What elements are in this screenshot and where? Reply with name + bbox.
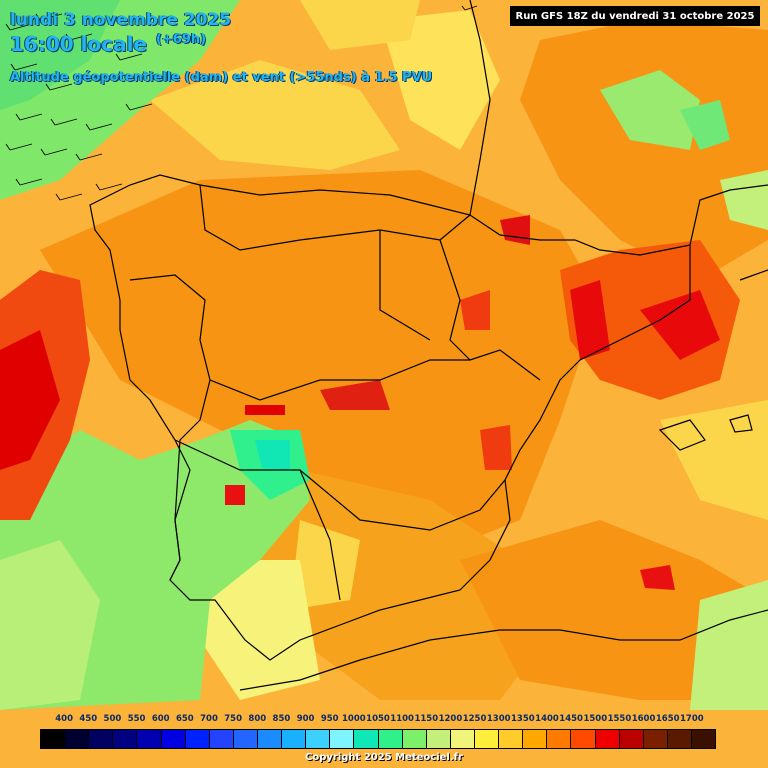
- legend-swatch: [282, 730, 307, 748]
- legend-label: 1350: [511, 714, 535, 724]
- legend-swatch: [643, 730, 668, 748]
- legend-swatch: [89, 730, 114, 748]
- legend-label: 1550: [607, 714, 632, 724]
- legend-swatch: [474, 730, 500, 748]
- copyright: Copyright 2025 Meteociel.fr: [305, 752, 463, 763]
- legend-swatch: [426, 730, 451, 748]
- forecast-time: 16:00 locale (+69h): [10, 32, 206, 56]
- legend-swatch: [113, 730, 138, 748]
- legend-label: 700: [200, 714, 218, 724]
- legend-swatch: [41, 730, 66, 748]
- parameter-title: Altitude géopotentielle (dam) et vent (>…: [10, 70, 433, 85]
- legend-swatch: [523, 730, 548, 748]
- legend-label: 1600: [631, 714, 656, 724]
- legend-swatch: [161, 730, 186, 748]
- legend-label: 1000: [342, 714, 366, 724]
- legend-swatch: [233, 730, 258, 748]
- legend-swatch: [185, 730, 210, 748]
- legend-label: 750: [224, 714, 243, 724]
- legend-swatch: [402, 730, 427, 748]
- legend-swatch: [595, 730, 620, 748]
- legend-swatch: [209, 730, 234, 748]
- legend-label: 1250: [462, 714, 487, 724]
- legend-swatch: [691, 730, 716, 748]
- legend-swatch: [547, 730, 572, 748]
- forecast-date: lundi 3 novembre 2025: [10, 10, 232, 30]
- legend-label: 900: [296, 714, 315, 724]
- legend-label: 1150: [414, 714, 439, 724]
- legend-swatch: [65, 730, 90, 748]
- legend-label: 1500: [583, 714, 608, 724]
- legend-swatch: [330, 730, 355, 748]
- legend-swatch: [137, 730, 162, 748]
- legend-swatch: [499, 730, 524, 748]
- legend-labels: 400 450 500 550 600 650 700 750 800 850 900 950 1000…: [40, 714, 716, 726]
- legend-label: 400: [55, 714, 74, 724]
- legend-swatch: [354, 730, 379, 748]
- legend-swatch: [450, 730, 475, 748]
- legend-label: 500: [103, 714, 122, 724]
- legend-swatch: [619, 730, 644, 748]
- legend-label: 1400: [535, 714, 559, 724]
- forecast-time-label: 16:00 locale: [10, 32, 147, 56]
- legend-label: 1650: [655, 714, 680, 724]
- legend-swatch: [667, 730, 692, 748]
- legend-label: 800: [248, 714, 267, 724]
- legend-label: 550: [127, 714, 146, 724]
- legend-label: 950: [320, 714, 339, 724]
- run-info: Run GFS 18Z du vendredi 31 octobre 2025: [510, 6, 760, 26]
- legend-swatch: [257, 730, 283, 748]
- legend-label: 450: [79, 714, 98, 724]
- legend-label: 600: [151, 714, 170, 724]
- legend-label: 1200: [438, 714, 463, 724]
- legend-swatch: [378, 730, 403, 748]
- legend-label: 1100: [390, 714, 414, 724]
- legend-label: 1300: [486, 714, 511, 724]
- legend-label: 1450: [559, 714, 583, 724]
- legend-swatch: [571, 730, 596, 748]
- legend-label: 650: [175, 714, 194, 724]
- legend-label: 850: [272, 714, 291, 724]
- legend-color-bar: [40, 729, 716, 749]
- legend-swatch: [306, 730, 331, 748]
- forecast-offset: (+69h): [155, 32, 207, 47]
- legend-label: 1700: [680, 714, 704, 724]
- legend-label: 1050: [366, 714, 390, 724]
